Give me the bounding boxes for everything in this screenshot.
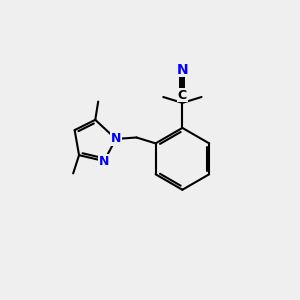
- Text: C: C: [178, 89, 187, 102]
- Text: N: N: [177, 63, 188, 76]
- Text: N: N: [99, 154, 109, 167]
- Text: N: N: [111, 133, 121, 146]
